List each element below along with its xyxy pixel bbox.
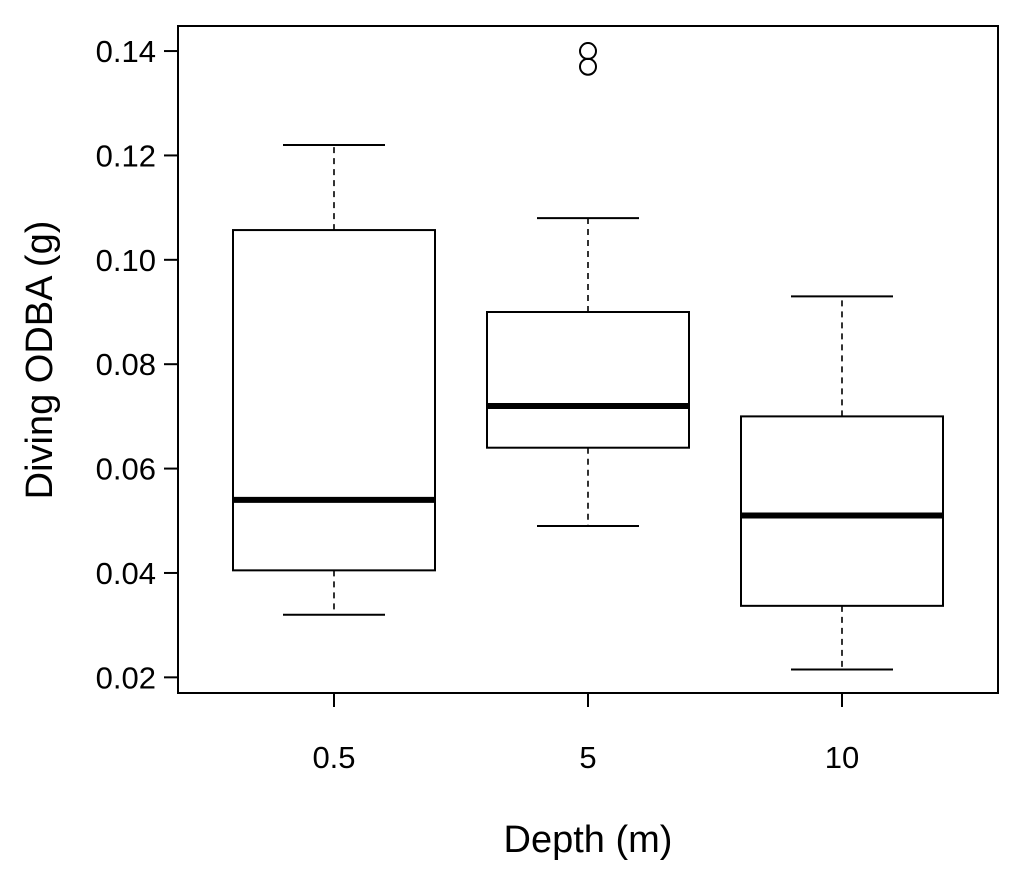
outlier-point	[579, 57, 597, 76]
box-iqr	[232, 229, 436, 572]
y-axis-title: Diving ODBA (g)	[19, 221, 61, 500]
box-series	[232, 42, 944, 671]
y-tick-label: 0.06	[96, 452, 156, 487]
y-tick-label: 0.08	[96, 347, 156, 382]
x-tick-label: 5	[579, 740, 596, 775]
x-axis-title: Depth (m)	[504, 819, 673, 861]
box-group	[740, 295, 944, 671]
x-tick-label: 10	[825, 740, 859, 775]
box-iqr	[740, 415, 944, 607]
box-group	[486, 42, 690, 527]
y-tick-label: 0.04	[96, 556, 156, 591]
x-axis: 0.5 5 10	[312, 693, 859, 775]
y-tick-label: 0.14	[96, 34, 156, 69]
y-tick-label: 0.10	[96, 243, 156, 278]
y-axis: 0.02 0.04 0.06 0.08 0.10 0.12 0.14	[96, 34, 178, 695]
box-iqr	[486, 311, 690, 449]
box-group	[232, 143, 436, 616]
x-tick-label: 0.5	[312, 740, 355, 775]
outlier-point	[579, 42, 597, 61]
y-tick-label: 0.12	[96, 138, 156, 173]
y-tick-label: 0.02	[96, 660, 156, 695]
